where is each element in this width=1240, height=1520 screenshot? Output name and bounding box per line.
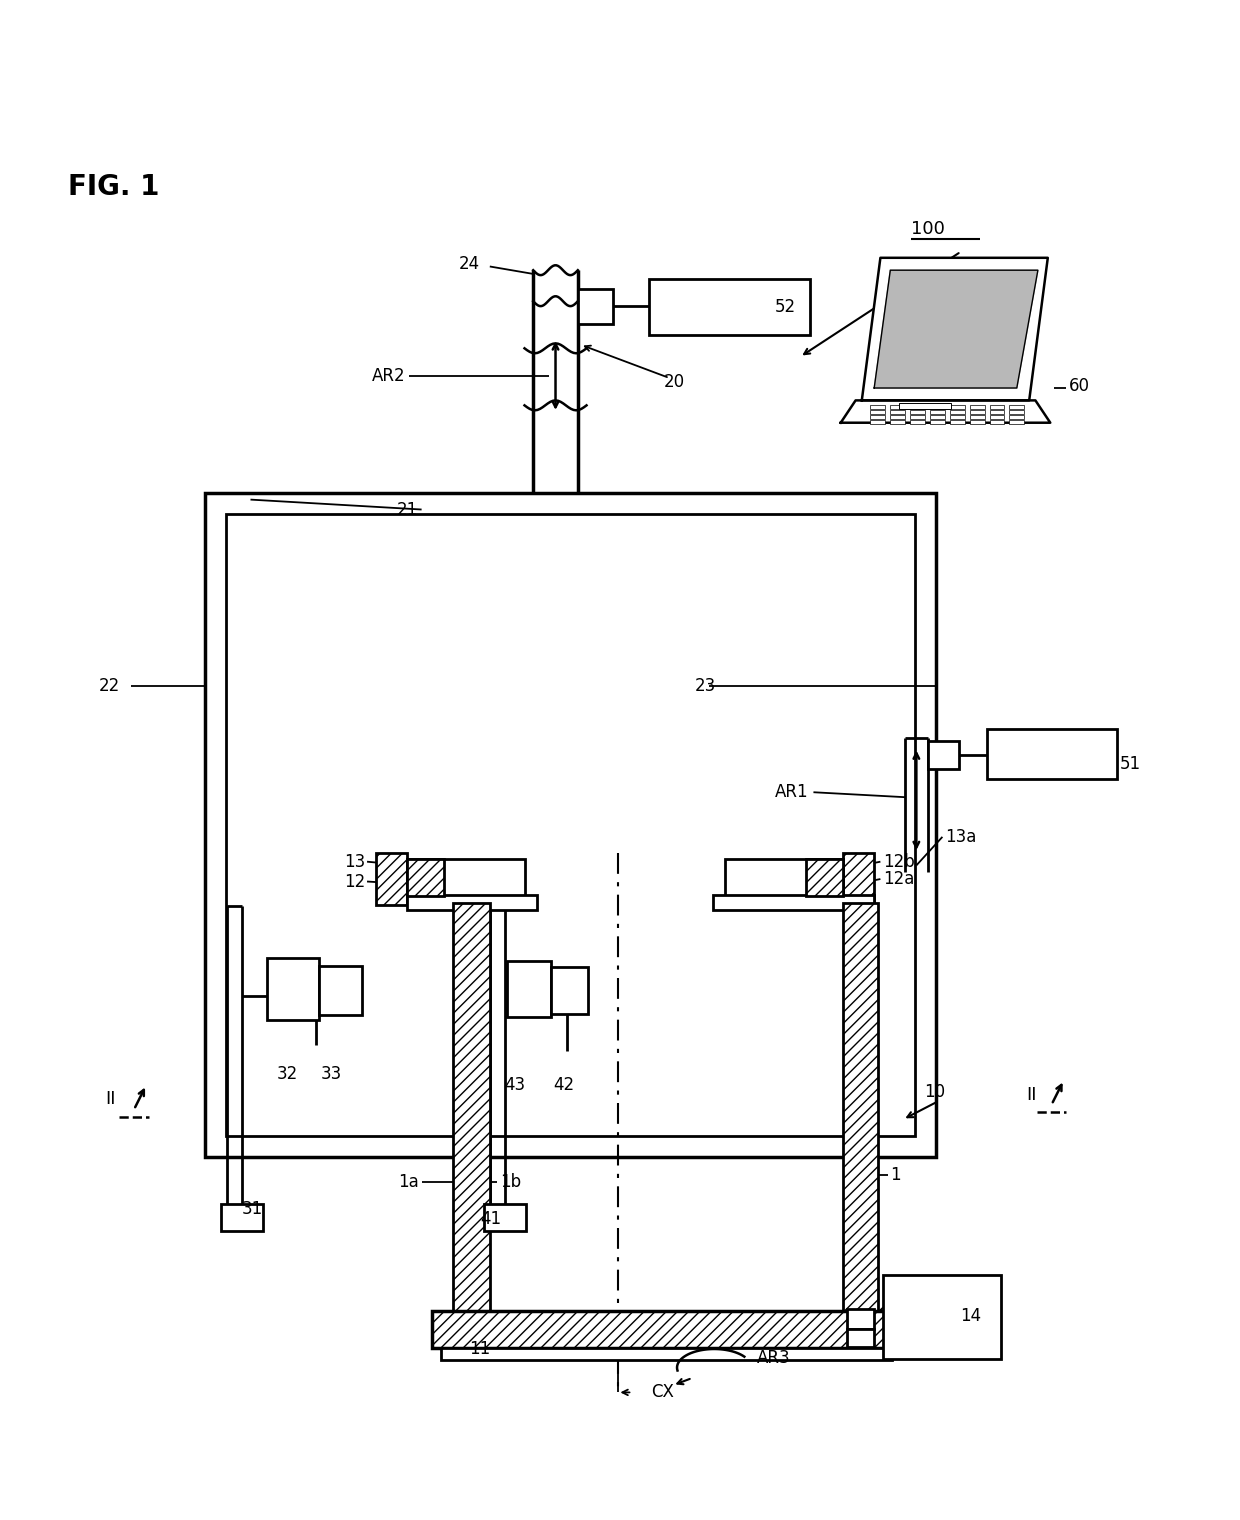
Text: 1b: 1b	[500, 1172, 521, 1190]
Text: II: II	[105, 1090, 115, 1108]
Text: 1: 1	[890, 1166, 901, 1184]
Bar	[990, 406, 1004, 409]
Text: FIG. 1: FIG. 1	[68, 173, 160, 201]
Text: 23: 23	[694, 676, 715, 695]
Bar	[1009, 410, 1024, 413]
Text: 20: 20	[663, 372, 684, 391]
Text: 31: 31	[242, 1199, 263, 1218]
Bar	[970, 415, 985, 420]
Bar	[987, 730, 1117, 778]
Text: 22: 22	[99, 676, 120, 695]
Text: 33: 33	[321, 1064, 342, 1082]
Bar	[578, 289, 613, 324]
Text: 32: 32	[277, 1064, 298, 1082]
Bar	[376, 853, 407, 904]
Text: AR2: AR2	[372, 366, 405, 385]
Text: 11a: 11a	[888, 1298, 916, 1313]
Text: 43: 43	[505, 1076, 526, 1094]
Bar	[713, 895, 874, 910]
Text: 41: 41	[480, 1210, 501, 1228]
Bar	[226, 514, 915, 1135]
Bar	[649, 278, 810, 334]
Polygon shape	[841, 400, 1050, 423]
Polygon shape	[862, 258, 1048, 400]
Bar	[950, 410, 965, 413]
Bar	[950, 406, 965, 409]
Bar	[930, 415, 945, 420]
Bar	[407, 895, 537, 910]
Text: 60: 60	[1069, 377, 1090, 395]
Polygon shape	[874, 271, 1038, 388]
Bar	[551, 967, 588, 1014]
Bar	[910, 406, 925, 409]
Bar	[970, 420, 985, 424]
Bar	[870, 415, 885, 420]
Text: 42: 42	[553, 1076, 574, 1094]
Bar	[890, 420, 905, 424]
Bar	[950, 420, 965, 424]
Bar	[847, 1328, 874, 1347]
Bar	[970, 406, 985, 409]
Bar	[843, 853, 874, 904]
Bar	[453, 903, 490, 1310]
Bar	[990, 410, 1004, 413]
Bar	[930, 410, 945, 413]
Text: 21: 21	[397, 500, 418, 518]
Bar	[1009, 415, 1024, 420]
Text: II: II	[1027, 1085, 1037, 1104]
Bar	[1009, 406, 1024, 409]
Bar	[910, 410, 925, 413]
Text: CX: CX	[651, 1383, 673, 1401]
Bar	[407, 859, 525, 897]
Text: 14: 14	[960, 1307, 981, 1324]
Bar	[847, 1309, 874, 1328]
Text: 52: 52	[775, 298, 796, 316]
Bar	[930, 420, 945, 424]
Bar	[843, 903, 878, 1310]
Bar	[890, 415, 905, 420]
Bar	[910, 420, 925, 424]
Text: 24: 24	[459, 255, 480, 274]
Bar	[1009, 420, 1024, 424]
Bar	[930, 406, 945, 409]
Text: AR3: AR3	[756, 1348, 790, 1366]
Bar	[890, 410, 905, 413]
Bar	[806, 859, 843, 897]
Text: 12a: 12a	[883, 869, 914, 888]
Bar	[407, 859, 444, 897]
Bar	[950, 415, 965, 420]
Bar	[870, 420, 885, 424]
Bar	[890, 406, 905, 409]
Bar	[910, 415, 925, 420]
Bar	[990, 415, 1004, 420]
Bar	[970, 410, 985, 413]
Text: 12b: 12b	[883, 853, 915, 871]
Bar	[899, 403, 951, 409]
Text: 1a: 1a	[398, 1172, 419, 1190]
Text: 100: 100	[911, 220, 945, 239]
Text: 11: 11	[469, 1341, 490, 1357]
Bar	[319, 965, 362, 1015]
Bar	[870, 406, 885, 409]
Text: 13a: 13a	[945, 828, 976, 845]
Text: 51: 51	[1120, 755, 1141, 772]
Bar	[484, 1204, 526, 1231]
Bar	[205, 494, 936, 1157]
Text: 13: 13	[345, 853, 366, 871]
Bar	[221, 1204, 263, 1231]
Text: 12: 12	[345, 872, 366, 891]
Bar	[883, 1275, 1001, 1359]
Bar	[267, 959, 319, 1020]
Text: AR1: AR1	[775, 783, 808, 801]
Bar	[432, 1310, 894, 1348]
Bar	[990, 420, 1004, 424]
Bar	[928, 742, 959, 769]
Bar	[441, 1348, 892, 1360]
Bar	[725, 859, 843, 897]
Text: 10: 10	[924, 1084, 945, 1102]
Bar	[870, 410, 885, 413]
Text: 11b: 11b	[888, 1319, 916, 1335]
Bar	[507, 961, 551, 1017]
